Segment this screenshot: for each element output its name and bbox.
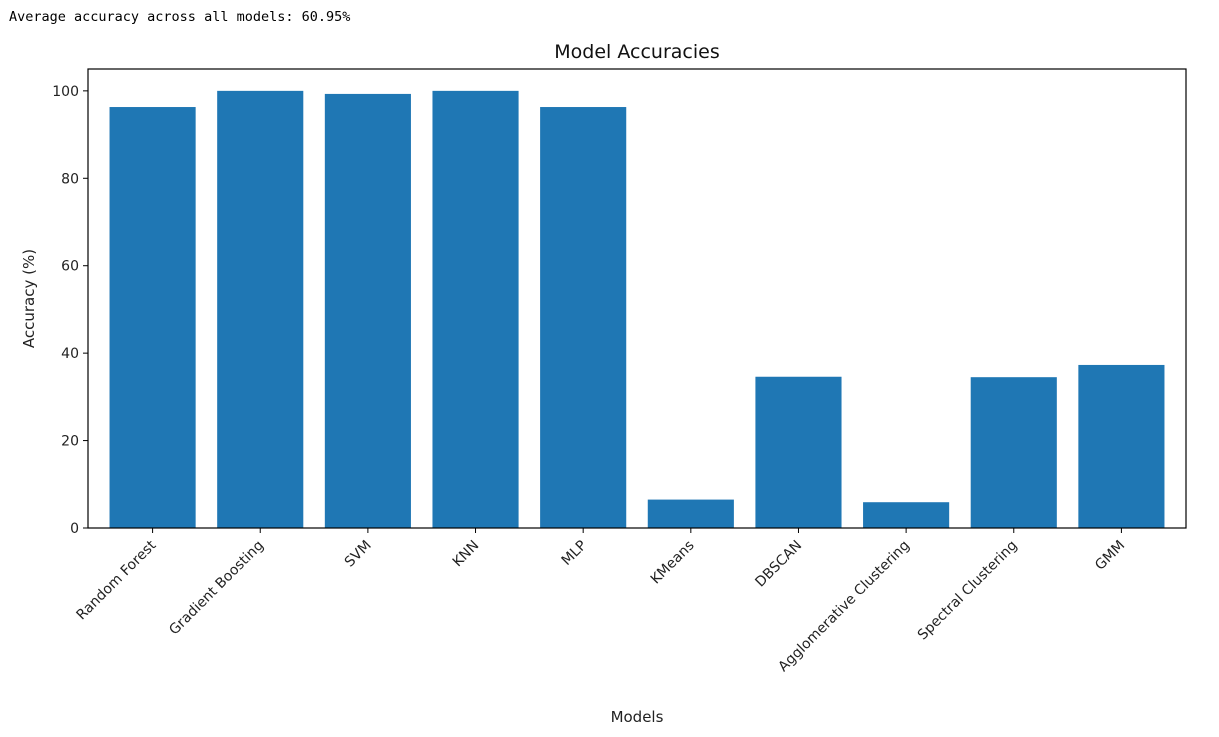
chart-title: Model Accuracies bbox=[554, 41, 719, 63]
x-axis: Random Forest Gradient Boosting SVM KNN MLP K… bbox=[74, 528, 1128, 676]
bar bbox=[540, 107, 627, 528]
x-tick-label: Agglomerative Clustering bbox=[775, 538, 913, 676]
bar bbox=[217, 90, 304, 528]
y-tick-label: 0 bbox=[70, 521, 79, 537]
bar bbox=[109, 107, 196, 528]
y-axis-label: Accuracy (%) bbox=[20, 249, 38, 348]
x-tick-label: MLP bbox=[559, 538, 590, 569]
bar bbox=[1078, 364, 1165, 528]
x-tick-label: GMM bbox=[1092, 538, 1128, 574]
x-tick-label: KNN bbox=[450, 538, 483, 571]
bar bbox=[647, 499, 734, 528]
y-axis: 0 20 40 60 80 100 bbox=[52, 84, 88, 537]
y-tick-label: 20 bbox=[61, 434, 79, 450]
y-tick-label: 40 bbox=[61, 346, 79, 362]
bar bbox=[324, 93, 411, 528]
x-tick-label: SVM bbox=[342, 538, 375, 571]
bar bbox=[863, 502, 950, 528]
y-tick-label: 60 bbox=[61, 259, 79, 275]
x-tick-label: Spectral Clustering bbox=[915, 538, 1021, 644]
x-axis-label: Models bbox=[611, 708, 664, 726]
console-output: Average accuracy across all models: 60.9… bbox=[9, 9, 351, 25]
y-tick-label: 100 bbox=[52, 84, 79, 100]
bar bbox=[970, 377, 1057, 528]
x-tick-label: KMeans bbox=[648, 538, 698, 588]
bars-group bbox=[109, 90, 1165, 528]
x-tick-label: Random Forest bbox=[74, 537, 160, 623]
x-tick-label: DBSCAN bbox=[752, 538, 805, 591]
bar bbox=[755, 376, 842, 528]
x-tick-label: Gradient Boosting bbox=[166, 538, 267, 639]
plot-frame bbox=[87, 68, 1187, 529]
y-tick-label: 80 bbox=[61, 171, 79, 187]
bar bbox=[432, 90, 519, 528]
